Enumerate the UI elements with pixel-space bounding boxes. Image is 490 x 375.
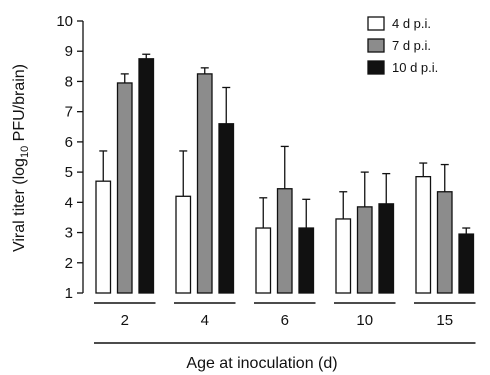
x-axis-title: Age at inoculation (d) (186, 355, 337, 372)
y-axis-title-subscript: 10 (19, 146, 31, 158)
y-axis-title-main: Viral titer (log (11, 158, 28, 252)
y-tick-label: 6 (65, 134, 73, 151)
y-tick-label: 2 (65, 255, 73, 272)
bar-15-series-3 (458, 233, 475, 294)
bar-10-series-1 (335, 218, 352, 294)
bar-2-series-1 (95, 180, 112, 294)
x-tick-label-6: 6 (281, 312, 289, 329)
y-tick-label: 9 (65, 43, 73, 60)
bar-6-series-2 (276, 188, 293, 294)
y-tick-label: 5 (65, 164, 73, 181)
bar-10-series-3 (378, 203, 395, 294)
y-tick-label: 7 (65, 104, 73, 121)
bar-4-series-2 (196, 73, 213, 294)
bar-4-series-1 (175, 195, 192, 294)
legend-swatch-series-3 (367, 60, 385, 75)
y-axis-title-unit: PFU/brain) (11, 64, 28, 146)
x-axis: 2 4 6 10 15 (94, 302, 476, 344)
y-tick-label: 3 (65, 225, 73, 242)
y-axis-title: Viral titer (log10 PFU/brain) (11, 64, 31, 252)
x-tick-label-10: 10 (356, 312, 373, 329)
y-tick-label: 8 (65, 73, 73, 90)
x-tick-label-2: 2 (121, 312, 129, 329)
y-tick-label: 10 (56, 13, 73, 30)
legend-label-series-1: 4 d p.i. (392, 16, 431, 31)
bars (95, 53, 475, 294)
bar-6-series-1 (255, 227, 272, 294)
y-axis: 1 2 3 4 5 6 7 8 9 10 (56, 13, 84, 302)
y-tick-label: 1 (65, 285, 73, 302)
y-tick-label: 4 (65, 194, 73, 211)
legend: 4 d p.i. 7 d p.i. 10 d p.i. (367, 16, 438, 75)
legend-swatch-series-2 (367, 38, 385, 53)
bar-2-series-3 (138, 58, 155, 294)
legend-swatch-series-1 (367, 16, 385, 31)
legend-label-series-3: 10 d p.i. (392, 60, 438, 75)
bar-2-series-2 (116, 82, 133, 294)
bar-4-series-3 (218, 123, 235, 294)
x-tick-label-4: 4 (201, 312, 209, 329)
x-tick-label-15: 15 (436, 312, 453, 329)
legend-label-series-2: 7 d p.i. (392, 38, 431, 53)
bar-10-series-2 (356, 206, 373, 294)
bar-15-series-1 (415, 175, 432, 294)
bar-6-series-3 (298, 227, 315, 294)
bar-15-series-2 (436, 191, 453, 294)
